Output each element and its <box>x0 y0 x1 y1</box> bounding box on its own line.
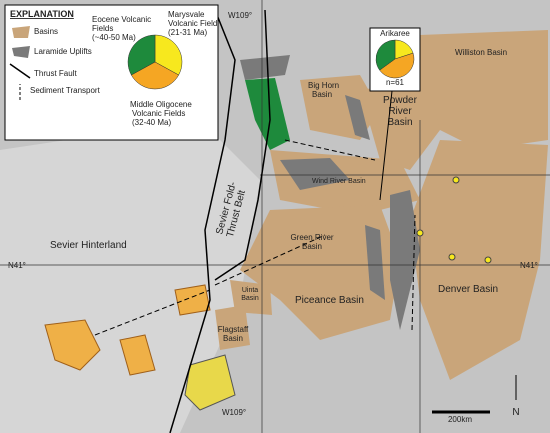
region-label: Sevier Hinterland <box>50 240 127 251</box>
volcanic-field <box>245 78 290 150</box>
thrust-fault <box>169 9 236 433</box>
arikaree-pie <box>375 39 415 79</box>
meridian-label: W109° <box>222 408 246 417</box>
scale-label: 200km <box>448 415 472 424</box>
volcanic-fields <box>44 284 211 376</box>
basin-label: Powder River Basin <box>383 95 418 128</box>
basin-label: Denver Basin <box>438 284 498 295</box>
legend-swatch <box>9 63 31 79</box>
basin-label: Uinta Basin <box>241 287 259 302</box>
basin-label: Wind River Basin <box>312 178 366 185</box>
basin-label: Green River Basin <box>290 233 333 251</box>
basin-label: Flagstaff Basin <box>218 325 249 343</box>
meridian-label: W109° <box>228 11 252 20</box>
legend-label: Basins <box>34 27 58 36</box>
parallel-label: N41° <box>520 261 538 270</box>
thrust-fault <box>214 9 271 281</box>
pie-label: Marysvale Volcanic Field (21-31 Ma) <box>168 10 217 37</box>
pie-label: Middle Oligocene Volcanic Fields (32-40 Ma… <box>130 100 192 127</box>
uplifts <box>240 55 420 330</box>
legend-title: EXPLANATION <box>10 9 74 19</box>
volcanic-field <box>184 354 236 411</box>
basin-label: Williston Basin <box>455 48 507 57</box>
leader-line <box>379 90 393 201</box>
pie-slice <box>127 34 156 76</box>
pie-count: n=61 <box>386 78 405 87</box>
legend-label: Sediment Transport <box>30 86 101 95</box>
basin-label: Piceance Basin <box>295 295 364 306</box>
sample-sites <box>416 176 492 264</box>
pie-label: Eocene Volcanic Fields (~40-50 Ma) <box>92 15 151 42</box>
pie-slice <box>375 39 396 71</box>
pie-slice <box>154 34 183 76</box>
pie-slice <box>379 52 415 79</box>
parallel-label: N41° <box>8 261 26 270</box>
north-label: N <box>512 407 519 418</box>
legend-swatch <box>12 46 30 58</box>
legend-swatch <box>12 26 30 38</box>
legend-label: Thrust Fault <box>34 69 77 78</box>
basin-label: Big Horn Basin <box>308 81 339 99</box>
pie-title: Arikaree <box>380 29 410 38</box>
legend-pie <box>127 34 183 90</box>
sediment-transport <box>94 139 416 336</box>
legend-label: Laramide Uplifts <box>34 47 92 56</box>
legend-box <box>4 4 219 141</box>
